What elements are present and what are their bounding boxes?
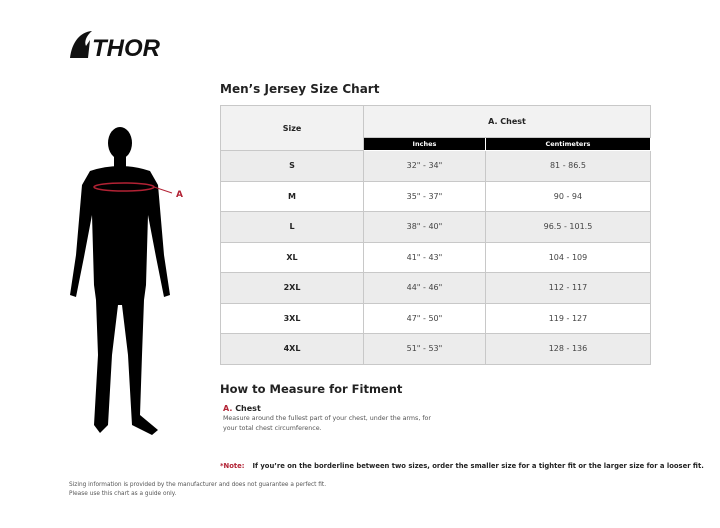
centimeters-cell: 90 - 94 (484, 180, 652, 212)
table-row: L 38" - 40" 96.5 - 101.5 (220, 211, 652, 243)
centimeters-cell: 81 - 86.5 (484, 150, 652, 182)
inches-cell: 32" - 34" (363, 150, 486, 182)
inches-cell: 51" - 53" (363, 333, 486, 365)
size-header: Size (220, 105, 364, 151)
size-cell: 4XL (220, 333, 364, 365)
table-row: 4XL 51" - 53" 128 - 136 (220, 333, 652, 365)
inches-cell: 38" - 40" (363, 211, 486, 243)
disclaimer-line: Sizing information is provided by the ma… (69, 482, 327, 488)
note-label: *Note: (220, 462, 245, 470)
centimeters-header: Centimeters (484, 136, 652, 152)
fit-note: *Note: If you’re on the borderline betwee… (220, 462, 704, 470)
size-cell: XL (220, 241, 364, 273)
centimeters-cell: 104 - 109 (484, 241, 652, 273)
inches-header: Inches (363, 136, 486, 152)
size-chart-table: Size A. Chest Inches Centimeters S 32" - 3… (220, 105, 652, 365)
table-row: M 35" - 37" 90 - 94 (220, 180, 652, 212)
chest-label: A. Chest (223, 404, 261, 413)
howto-title: How to Measure for Fitment (220, 382, 403, 396)
size-cell: 3XL (220, 302, 364, 334)
centimeters-cell: 96.5 - 101.5 (484, 211, 652, 243)
table-row: XL 41" - 43" 104 - 109 (220, 241, 652, 273)
size-cell: 2XL (220, 272, 364, 304)
size-cell: M (220, 180, 364, 212)
inches-cell: 44" - 46" (363, 272, 486, 304)
table-row: 2XL 44" - 46" 112 - 117 (220, 272, 652, 304)
size-cell: S (220, 150, 364, 182)
thor-logo: THOR (70, 31, 161, 62)
note-text: If you’re on the borderline between two … (252, 462, 704, 470)
disclaimer-line: Please use this chart as a guide only. (69, 491, 177, 497)
centimeters-cell: 112 - 117 (484, 272, 652, 304)
chest-description: Measure around the fullest part of your … (223, 415, 431, 432)
table-row: S 32" - 34" 81 - 86.5 (220, 150, 652, 182)
page-title: Men’s Jersey Size Chart (220, 82, 380, 96)
chest-letter: A. (223, 404, 233, 413)
inches-cell: 35" - 37" (363, 180, 486, 212)
chest-header: A. Chest (363, 105, 651, 138)
chest-label-text: Chest (235, 404, 261, 413)
size-cell: L (220, 211, 364, 243)
inches-cell: 41" - 43" (363, 241, 486, 273)
table-row: 3XL 47" - 50" 119 - 127 (220, 302, 652, 334)
centimeters-cell: 128 - 136 (484, 333, 652, 365)
svg-text:THOR: THOR (92, 35, 161, 62)
disclaimer: Sizing information is provided by the ma… (69, 481, 326, 499)
inches-cell: 47" - 50" (363, 302, 486, 334)
chest-marker-label: A (176, 190, 183, 200)
centimeters-cell: 119 - 127 (484, 302, 652, 334)
body-silhouette: A (70, 127, 183, 435)
